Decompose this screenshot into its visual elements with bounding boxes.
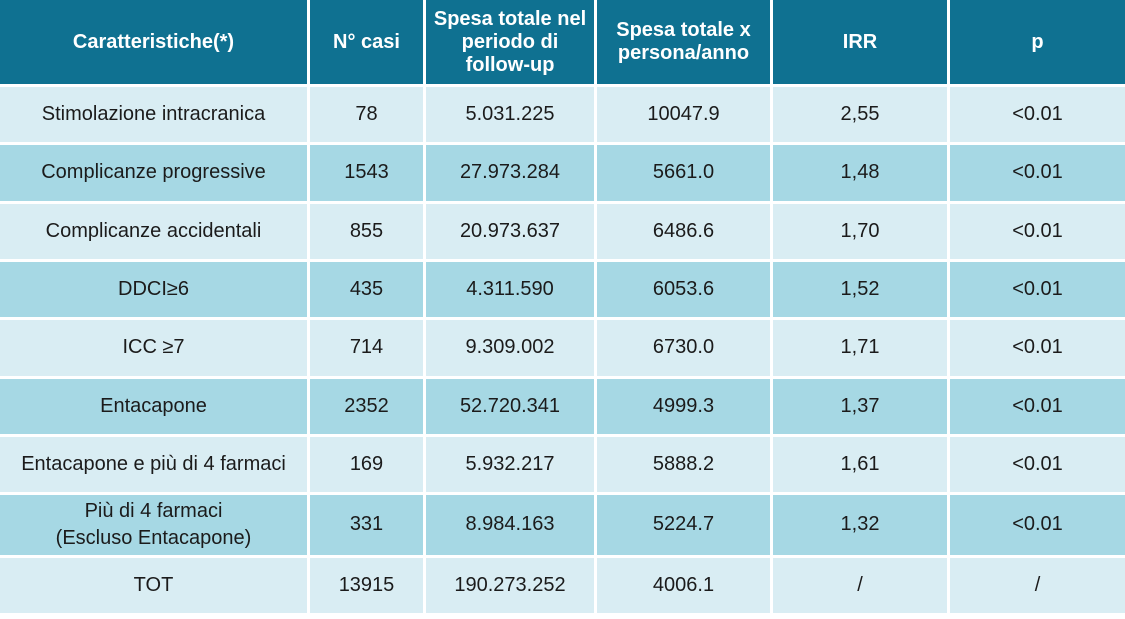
- cell-irr: 1,37: [773, 378, 947, 434]
- cell-irr: 1,48: [773, 145, 947, 201]
- cell-n-casi: 2352: [310, 378, 423, 434]
- cell-n-casi: 169: [310, 436, 423, 493]
- header-caratteristiche: Caratteristiche(*): [0, 0, 307, 84]
- table-row: ICC ≥7 714 9.309.002 6730.0 1,71 <0.01: [0, 320, 1125, 376]
- cell-spesa-persona-anno: 4999.3: [597, 378, 770, 434]
- table-row: Entacapone e più di 4 farmaci 169 5.932.…: [0, 436, 1125, 493]
- cell-spesa-persona-anno: 6053.6: [597, 261, 770, 318]
- table-row: Stimolazione intracranica 78 5.031.225 1…: [0, 87, 1125, 143]
- cell-p: <0.01: [950, 145, 1125, 201]
- cell-p: <0.01: [950, 495, 1125, 555]
- cell-p: <0.01: [950, 87, 1125, 143]
- table-row: Entacapone 2352 52.720.341 4999.3 1,37 <…: [0, 378, 1125, 434]
- cell-spesa-persona-anno: 5224.7: [597, 495, 770, 555]
- cell-caratteristica: TOT: [0, 557, 307, 613]
- cell-irr: /: [773, 557, 947, 613]
- table-row: Complicanze progressive 1543 27.973.284 …: [0, 145, 1125, 201]
- cell-p: /: [950, 557, 1125, 613]
- cell-irr: 1,71: [773, 320, 947, 376]
- table-row: Più di 4 farmaci (Escluso Entacapone) 33…: [0, 495, 1125, 555]
- cell-p: <0.01: [950, 320, 1125, 376]
- cell-spesa-persona-anno: 4006.1: [597, 557, 770, 613]
- header-irr: IRR: [773, 0, 947, 84]
- cell-spesa-persona-anno: 10047.9: [597, 87, 770, 143]
- cell-spesa-totale: 5.932.217: [426, 436, 594, 493]
- cell-caratteristica: Complicanze accidentali: [0, 203, 307, 259]
- cell-irr: 1,32: [773, 495, 947, 555]
- header-spesa-totale: Spesa totale nel periodo di follow-up: [426, 0, 594, 84]
- header-spesa-persona-anno: Spesa totale x persona/anno: [597, 0, 770, 84]
- header-n-casi: N° casi: [310, 0, 423, 84]
- table-row-total: TOT 13915 190.273.252 4006.1 / /: [0, 557, 1125, 613]
- cell-caratteristica: Complicanze progressive: [0, 145, 307, 201]
- cell-spesa-persona-anno: 6486.6: [597, 203, 770, 259]
- header-row: Caratteristiche(*) N° casi Spesa totale …: [0, 0, 1125, 84]
- cell-spesa-totale: 20.973.637: [426, 203, 594, 259]
- cell-p: <0.01: [950, 436, 1125, 493]
- cell-spesa-totale: 27.973.284: [426, 145, 594, 201]
- cell-spesa-totale: 5.031.225: [426, 87, 594, 143]
- cell-spesa-totale: 9.309.002: [426, 320, 594, 376]
- table-row: Complicanze accidentali 855 20.973.637 6…: [0, 203, 1125, 259]
- cell-spesa-totale: 52.720.341: [426, 378, 594, 434]
- cell-spesa-totale: 4.311.590: [426, 261, 594, 318]
- cell-spesa-persona-anno: 5888.2: [597, 436, 770, 493]
- cell-irr: 2,55: [773, 87, 947, 143]
- cell-n-casi: 855: [310, 203, 423, 259]
- cell-p: <0.01: [950, 203, 1125, 259]
- cell-n-casi: 78: [310, 87, 423, 143]
- cell-caratteristica: Più di 4 farmaci (Escluso Entacapone): [0, 495, 307, 555]
- cell-n-casi: 331: [310, 495, 423, 555]
- cell-caratteristica: Entacapone e più di 4 farmaci: [0, 436, 307, 493]
- cell-caratteristica: Stimolazione intracranica: [0, 87, 307, 143]
- cell-n-casi: 1543: [310, 145, 423, 201]
- cell-irr: 1,61: [773, 436, 947, 493]
- cell-p: <0.01: [950, 378, 1125, 434]
- cell-spesa-persona-anno: 6730.0: [597, 320, 770, 376]
- cell-irr: 1,52: [773, 261, 947, 318]
- cell-n-casi: 714: [310, 320, 423, 376]
- cell-spesa-persona-anno: 5661.0: [597, 145, 770, 201]
- cell-n-casi: 13915: [310, 557, 423, 613]
- cell-spesa-totale: 190.273.252: [426, 557, 594, 613]
- cell-spesa-totale: 8.984.163: [426, 495, 594, 555]
- cell-caratteristica: ICC ≥7: [0, 320, 307, 376]
- header-p: p: [950, 0, 1125, 84]
- cell-caratteristica: Entacapone: [0, 378, 307, 434]
- table-row: DDCI≥6 435 4.311.590 6053.6 1,52 <0.01: [0, 261, 1125, 318]
- cell-irr: 1,70: [773, 203, 947, 259]
- cell-caratteristica: DDCI≥6: [0, 261, 307, 318]
- cell-p: <0.01: [950, 261, 1125, 318]
- cell-n-casi: 435: [310, 261, 423, 318]
